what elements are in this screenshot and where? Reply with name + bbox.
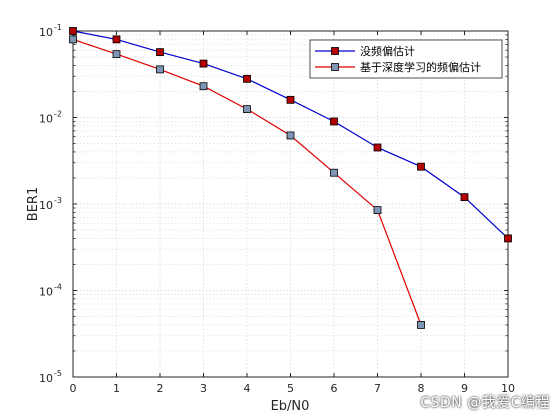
x-tick-label: 5 xyxy=(287,382,294,395)
y-tick-base: 10 xyxy=(39,286,53,299)
series-1-marker xyxy=(330,117,338,126)
series-1-marker xyxy=(504,234,512,243)
legend-marker-1 xyxy=(331,47,339,55)
x-tick-label: 4 xyxy=(244,382,251,395)
series-2-marker xyxy=(156,65,164,74)
x-tick-label: 1 xyxy=(113,382,120,395)
series-1-marker xyxy=(460,193,469,202)
y-tick-label: 10 xyxy=(39,113,53,126)
series-layer xyxy=(69,27,512,329)
x-axis-label: Eb/N0 xyxy=(271,399,310,414)
y-tick-label: 10 xyxy=(39,26,53,39)
y-tick-label: 10 xyxy=(39,199,53,212)
series-1-marker xyxy=(417,162,425,171)
series-2-marker xyxy=(243,105,251,114)
y-tick-exponent: -5 xyxy=(54,369,62,378)
series-2-marker xyxy=(373,206,382,215)
x-tick-label: 8 xyxy=(418,382,425,395)
y-tick-base: 10 xyxy=(39,372,53,385)
y-tick-exponent: -1 xyxy=(54,23,62,32)
series-2-marker xyxy=(417,321,425,329)
series-2-marker xyxy=(286,131,295,140)
y-tick-label: 10 xyxy=(39,286,53,299)
series-2-marker xyxy=(69,35,77,44)
series-1-marker xyxy=(69,27,77,35)
watermark-text: CSDN @我爱C编程 xyxy=(420,395,550,411)
series-1-marker xyxy=(286,95,295,104)
y-tick-exponent: -3 xyxy=(54,196,62,205)
legend-label-2: 基于深度学习的频偏估计 xyxy=(360,60,481,74)
series-2-marker xyxy=(330,168,338,177)
y-axis-label: BER1 xyxy=(26,187,41,221)
series-1-marker xyxy=(156,48,164,57)
series-2-marker xyxy=(112,50,121,59)
x-tick-label: 2 xyxy=(157,382,164,395)
x-tick-label: 6 xyxy=(331,382,338,395)
series-1-marker xyxy=(199,59,208,68)
y-tick-exponent: -4 xyxy=(54,283,62,292)
y-tick-label: 10 xyxy=(39,372,53,385)
y-tick-exponent: -2 xyxy=(54,110,62,119)
x-tick-label: 9 xyxy=(461,382,468,395)
series-1-marker xyxy=(373,143,382,152)
x-tick-label: 10 xyxy=(501,382,515,395)
series-1-marker xyxy=(243,74,251,83)
x-tick-label: 3 xyxy=(200,382,207,395)
legend-marker-2 xyxy=(331,63,339,71)
y-tick-base: 10 xyxy=(39,26,53,39)
y-tick-base: 10 xyxy=(39,113,53,126)
y-tick-base: 10 xyxy=(39,199,53,212)
x-tick-label: 0 xyxy=(70,382,77,395)
series-1-marker xyxy=(112,35,121,44)
legend-label-1: 没频偏估计 xyxy=(360,44,415,58)
series-2-marker xyxy=(199,82,208,91)
x-tick-label: 7 xyxy=(374,382,381,395)
grid-lines xyxy=(72,30,509,378)
legend-box xyxy=(309,39,503,79)
